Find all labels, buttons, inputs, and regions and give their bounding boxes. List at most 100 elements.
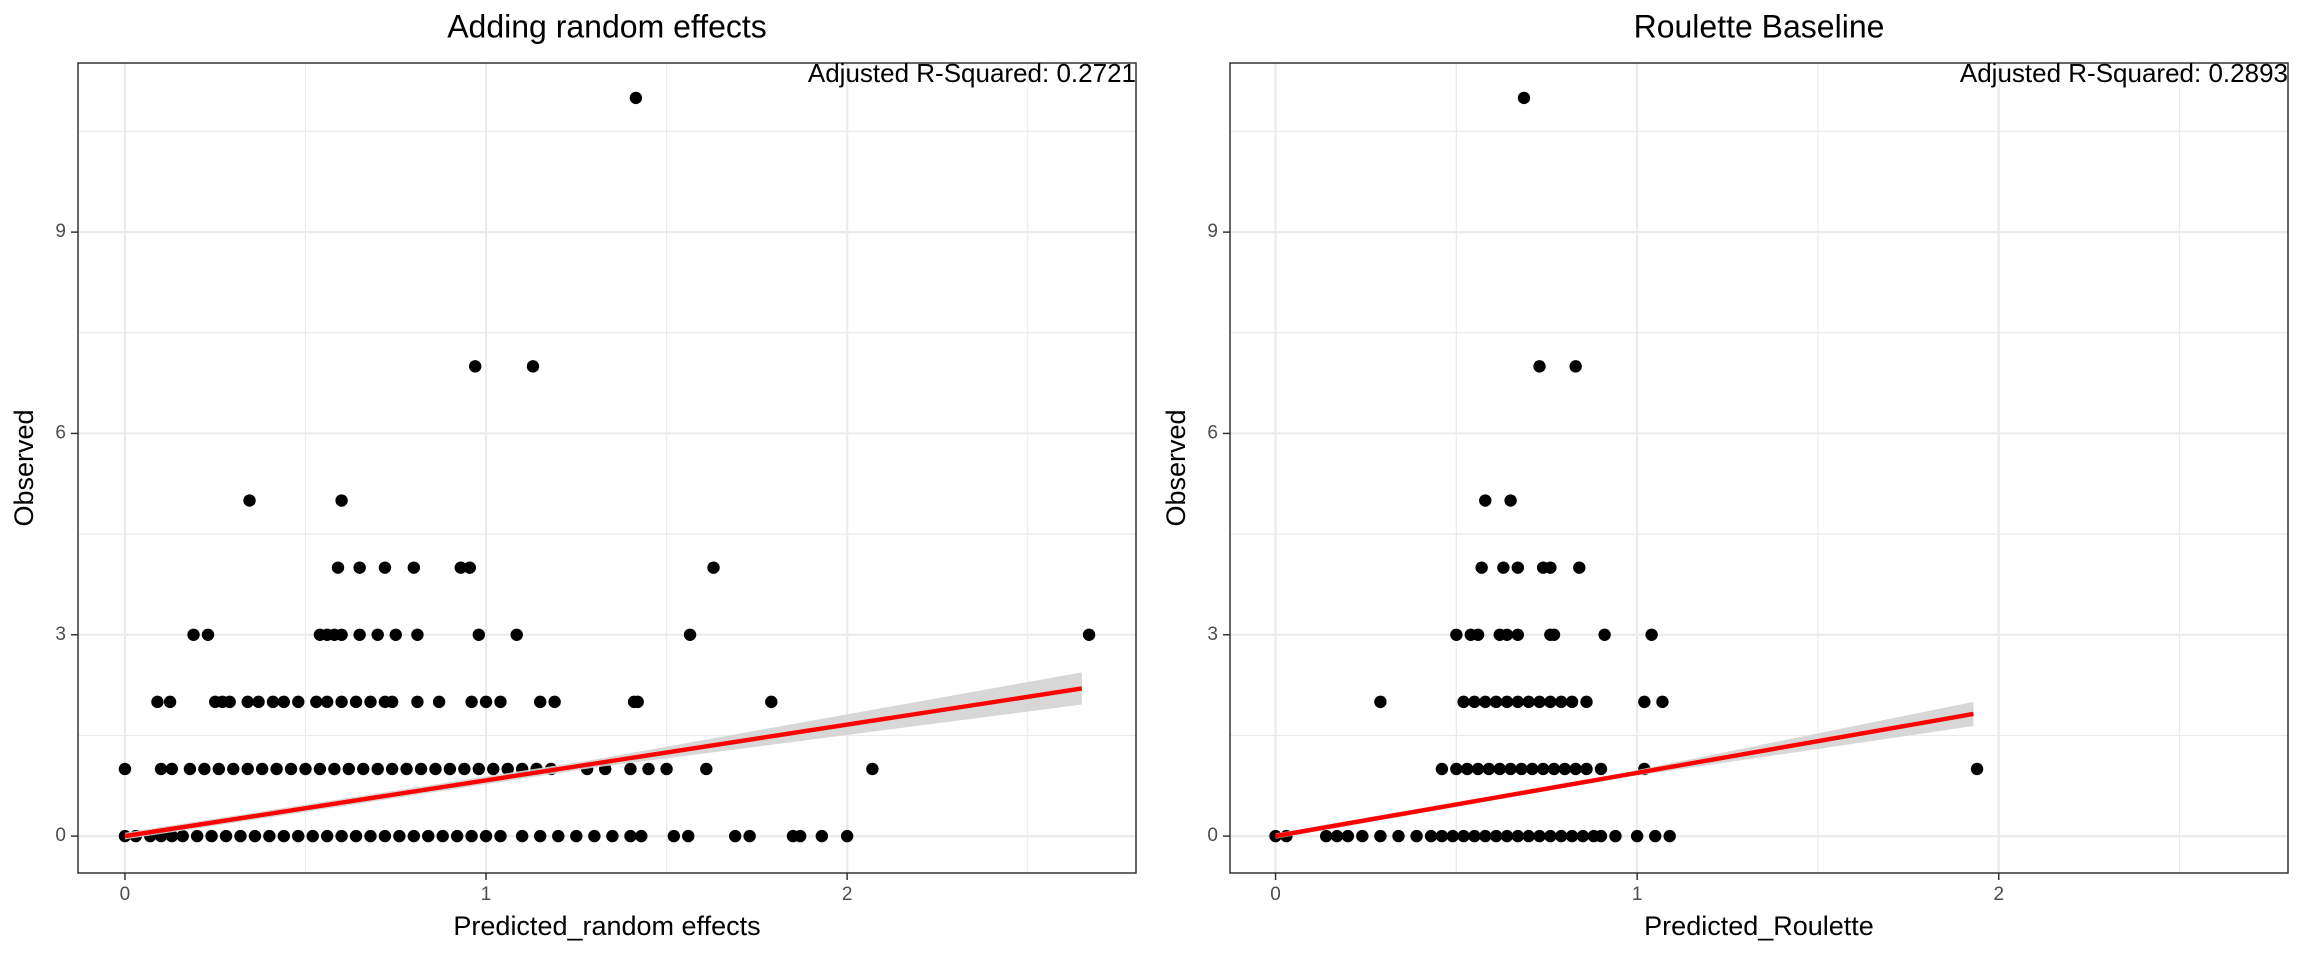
- point: [277, 695, 291, 709]
- point: [1547, 628, 1561, 641]
- point: [1522, 829, 1535, 843]
- y-axis-label: Observed: [9, 409, 39, 526]
- point: [1511, 829, 1525, 843]
- point: [1457, 695, 1470, 709]
- point: [1511, 561, 1525, 574]
- point: [1082, 628, 1096, 641]
- y-tick-label: 9: [55, 221, 66, 242]
- point: [154, 762, 168, 776]
- point: [479, 829, 493, 843]
- point: [510, 628, 523, 641]
- point: [1594, 762, 1608, 776]
- point: [241, 762, 254, 776]
- point: [1580, 762, 1593, 776]
- point: [552, 829, 565, 843]
- point: [187, 628, 200, 641]
- point: [866, 762, 879, 776]
- point: [667, 829, 681, 843]
- point: [1533, 829, 1546, 843]
- point: [1479, 494, 1492, 507]
- point: [1522, 695, 1535, 709]
- point: [1517, 91, 1531, 105]
- fit-line: [124, 686, 1083, 839]
- point: [570, 829, 583, 843]
- point: [793, 829, 807, 843]
- point: [389, 628, 402, 641]
- point: [1569, 762, 1582, 776]
- point: [465, 829, 478, 843]
- point: [487, 762, 500, 776]
- y-tick-label: 3: [1207, 624, 1218, 645]
- point: [548, 695, 561, 709]
- point: [1645, 628, 1658, 641]
- point: [1970, 762, 1984, 776]
- point: [501, 762, 514, 776]
- point: [1482, 762, 1496, 776]
- point: [1450, 628, 1463, 641]
- point: [1565, 829, 1579, 843]
- point: [255, 762, 269, 776]
- point: [320, 695, 334, 709]
- y-tick-label: 6: [55, 422, 66, 443]
- point: [1558, 762, 1572, 776]
- point: [1497, 561, 1510, 574]
- point: [176, 829, 189, 843]
- point: [472, 762, 486, 776]
- point: [292, 829, 305, 843]
- point: [335, 829, 348, 843]
- plot-background: [1230, 63, 2288, 873]
- point: [1547, 762, 1561, 776]
- x-axis-label: Predicted_Roulette: [1644, 911, 1874, 941]
- point: [331, 561, 345, 574]
- point: [378, 561, 392, 574]
- y-tick-label: 9: [1207, 221, 1218, 242]
- point: [349, 695, 363, 709]
- point: [629, 91, 643, 105]
- point: [219, 829, 233, 843]
- point: [277, 829, 291, 843]
- y-tick-label: 0: [55, 825, 66, 846]
- point: [631, 695, 644, 709]
- point: [1374, 829, 1387, 843]
- point: [624, 829, 637, 843]
- point: [393, 829, 406, 843]
- point: [450, 829, 464, 843]
- point: [234, 829, 247, 843]
- annotation: Adjusted R-Squared: 0.2893: [1960, 58, 2288, 88]
- point: [1500, 628, 1514, 641]
- point: [1533, 360, 1546, 373]
- point: [682, 829, 695, 843]
- point: [606, 829, 619, 843]
- point: [465, 695, 478, 709]
- point: [165, 829, 179, 843]
- point: [378, 829, 392, 843]
- point: [252, 695, 265, 709]
- point: [357, 762, 370, 776]
- point: [212, 762, 226, 776]
- point: [201, 628, 215, 641]
- point: [411, 628, 424, 641]
- point: [1330, 829, 1344, 843]
- point: [728, 829, 742, 843]
- point: [313, 762, 327, 776]
- point: [183, 762, 197, 776]
- annotation: Adjusted R-Squared: 0.2721: [808, 58, 1136, 88]
- point: [1468, 695, 1481, 709]
- point: [1424, 829, 1438, 843]
- point: [299, 762, 312, 776]
- point: [1573, 561, 1586, 574]
- point: [328, 762, 341, 776]
- point: [700, 762, 713, 776]
- point: [198, 762, 211, 776]
- point: [660, 762, 673, 776]
- point: [1630, 829, 1644, 843]
- point: [1446, 829, 1459, 843]
- point: [1471, 628, 1485, 641]
- point: [227, 762, 240, 776]
- point: [1475, 561, 1488, 574]
- point: [1493, 762, 1506, 776]
- point: [1594, 829, 1608, 843]
- point: [1598, 628, 1611, 641]
- point: [707, 561, 720, 574]
- point: [1569, 360, 1582, 373]
